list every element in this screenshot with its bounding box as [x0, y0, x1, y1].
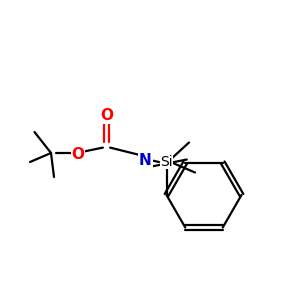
Text: O: O: [100, 108, 113, 123]
Text: N: N: [139, 153, 152, 168]
Text: Si: Si: [160, 155, 173, 169]
Text: O: O: [71, 147, 85, 162]
